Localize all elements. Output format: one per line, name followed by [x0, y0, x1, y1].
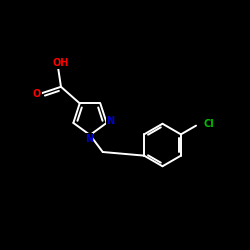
Text: OH: OH: [52, 58, 68, 68]
Text: N: N: [106, 116, 114, 126]
Text: Cl: Cl: [204, 120, 214, 130]
Text: O: O: [33, 88, 41, 99]
Text: N: N: [85, 134, 93, 144]
